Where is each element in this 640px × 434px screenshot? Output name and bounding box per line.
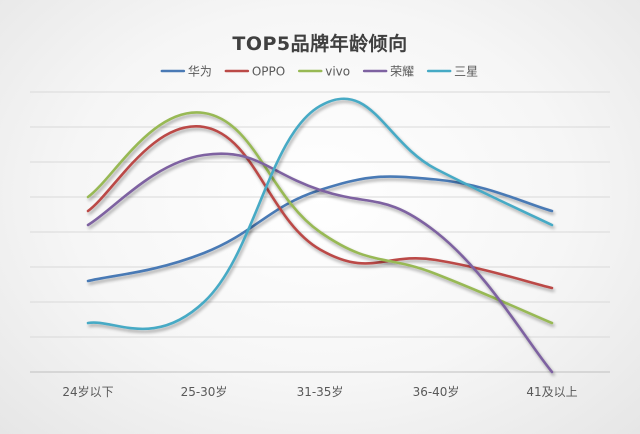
x-tick-label: 31-35岁 (297, 384, 344, 399)
legend-item: 荣耀 (362, 65, 414, 79)
legend-label: 华为 (188, 65, 212, 79)
series-line (86, 111, 554, 325)
x-tick-label: 36-40岁 (413, 384, 460, 399)
legend-label: vivo (325, 65, 350, 79)
legend-item: OPPO (224, 65, 285, 79)
series-line (86, 152, 554, 374)
legend-item: 华为 (160, 65, 212, 79)
series-line (86, 97, 554, 331)
legend-item: vivo (297, 65, 350, 79)
x-tick-label: 24岁以下 (62, 384, 113, 399)
legend-label: 荣耀 (390, 65, 414, 79)
x-tick-label: 41及以上 (526, 385, 577, 399)
series-line (86, 125, 554, 290)
legend-item: 三星 (426, 65, 478, 79)
chart-title: TOP5品牌年龄倾向 (232, 33, 408, 55)
x-tick-label: 25-30岁 (181, 384, 228, 399)
legend-label: OPPO (252, 65, 285, 79)
legend-label: 三星 (454, 65, 478, 79)
